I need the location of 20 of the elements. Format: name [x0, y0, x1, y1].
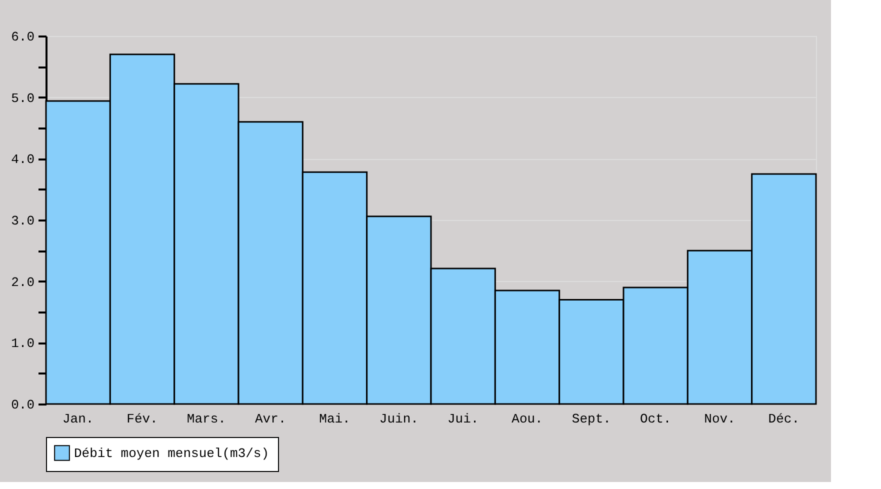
x-tick-label: Aou.	[512, 412, 543, 426]
x-tick-label: Sept.	[572, 412, 611, 426]
y-tick-label: 1.0	[11, 336, 34, 352]
x-tick-label: Mars.	[186, 412, 226, 426]
y-tick-label: 5.0	[11, 90, 34, 106]
x-tick-label: Fév.	[126, 412, 158, 426]
x-tick-label: Avr.	[254, 412, 286, 426]
x-tick-label: Juin.	[379, 412, 418, 426]
x-tick-label: Déc.	[768, 412, 800, 426]
x-tick-label: Jan.	[62, 412, 94, 426]
x-tick-label: Mai.	[319, 412, 350, 426]
x-tick-label: Oct.	[640, 412, 672, 426]
y-tick-label: 2.0	[11, 274, 34, 290]
x-tick-label: Nov.	[704, 412, 736, 426]
y-tick-label: 3.0	[11, 214, 34, 228]
y-tick-label: 6.0	[11, 30, 34, 44]
legend-label: Débit moyen mensuel(m3/s)	[74, 446, 270, 461]
y-tick-label: 0.0	[11, 398, 34, 412]
x-tick-label: Jui.	[447, 412, 479, 426]
y-tick-label: 4.0	[11, 152, 34, 168]
